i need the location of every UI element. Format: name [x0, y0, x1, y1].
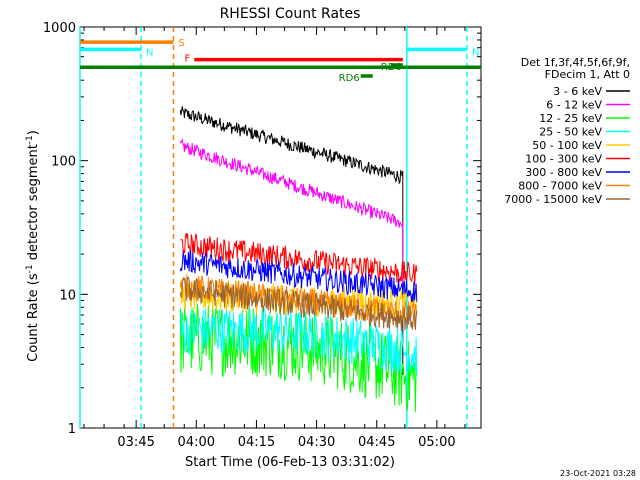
- legend-label: 6 - 12 keV: [546, 99, 602, 112]
- series-line: [179, 249, 418, 303]
- flag-label: F: [185, 54, 191, 65]
- y-axis-label: Count Rate (s-1 detector segment-1): [25, 130, 41, 362]
- flag-label: N: [472, 47, 479, 58]
- legend-label: 100 - 300 keV: [525, 153, 602, 166]
- series-line: [179, 276, 418, 331]
- legend-label: 3 - 6 keV: [553, 85, 602, 98]
- legend-label: 7000 - 15000 keV: [504, 193, 602, 206]
- series-line: [179, 273, 418, 328]
- x-tick-label: 04:15: [238, 435, 275, 450]
- y-tick-label: 1: [68, 422, 76, 437]
- series-line: [179, 106, 404, 375]
- x-tick-label: 04:30: [298, 435, 335, 450]
- chart-title: RHESSI Count Rates: [220, 6, 361, 22]
- x-tick-label: 04:45: [358, 435, 395, 450]
- legend-label: 50 - 100 keV: [532, 139, 602, 152]
- flag-label: RD6: [339, 73, 360, 84]
- legend: Det 1f,3f,4f,5f,6f,9f, FDecim 1, Att 0 3…: [504, 56, 630, 206]
- x-axis: 03:45 04:00 04:15 04:30 04:45 05:00: [83, 27, 466, 450]
- series-line: [180, 232, 418, 286]
- series-layer: [179, 106, 418, 412]
- y-tick-label: 10: [59, 288, 76, 303]
- legend-label: 12 - 25 keV: [539, 112, 602, 125]
- x-tick-label: 05:00: [418, 435, 455, 450]
- flag-label: S: [178, 38, 184, 49]
- series-line: [179, 306, 418, 376]
- x-axis-label: Start Time (06-Feb-13 03:31:02): [185, 455, 395, 470]
- legend-label: 25 - 50 keV: [539, 126, 602, 139]
- legend-label: 300 - 800 keV: [525, 166, 602, 179]
- legend-header-2: FDecim 1, Att 0: [545, 68, 630, 81]
- x-tick-label: 03:45: [117, 435, 154, 450]
- y-tick-label: 1000: [43, 21, 76, 36]
- y-tick-label: 100: [51, 155, 76, 170]
- flag-label: N: [146, 47, 153, 58]
- legend-header-1: Det 1f,3f,4f,5f,6f,9f,: [521, 56, 630, 69]
- series-line: [179, 137, 404, 289]
- legend-label: 800 - 7000 keV: [518, 180, 602, 193]
- y-axis: 1 10 100 1000: [43, 21, 481, 437]
- x-tick-label: 04:00: [178, 435, 215, 450]
- footer-date: 23-Oct-2021 03:28: [560, 469, 636, 478]
